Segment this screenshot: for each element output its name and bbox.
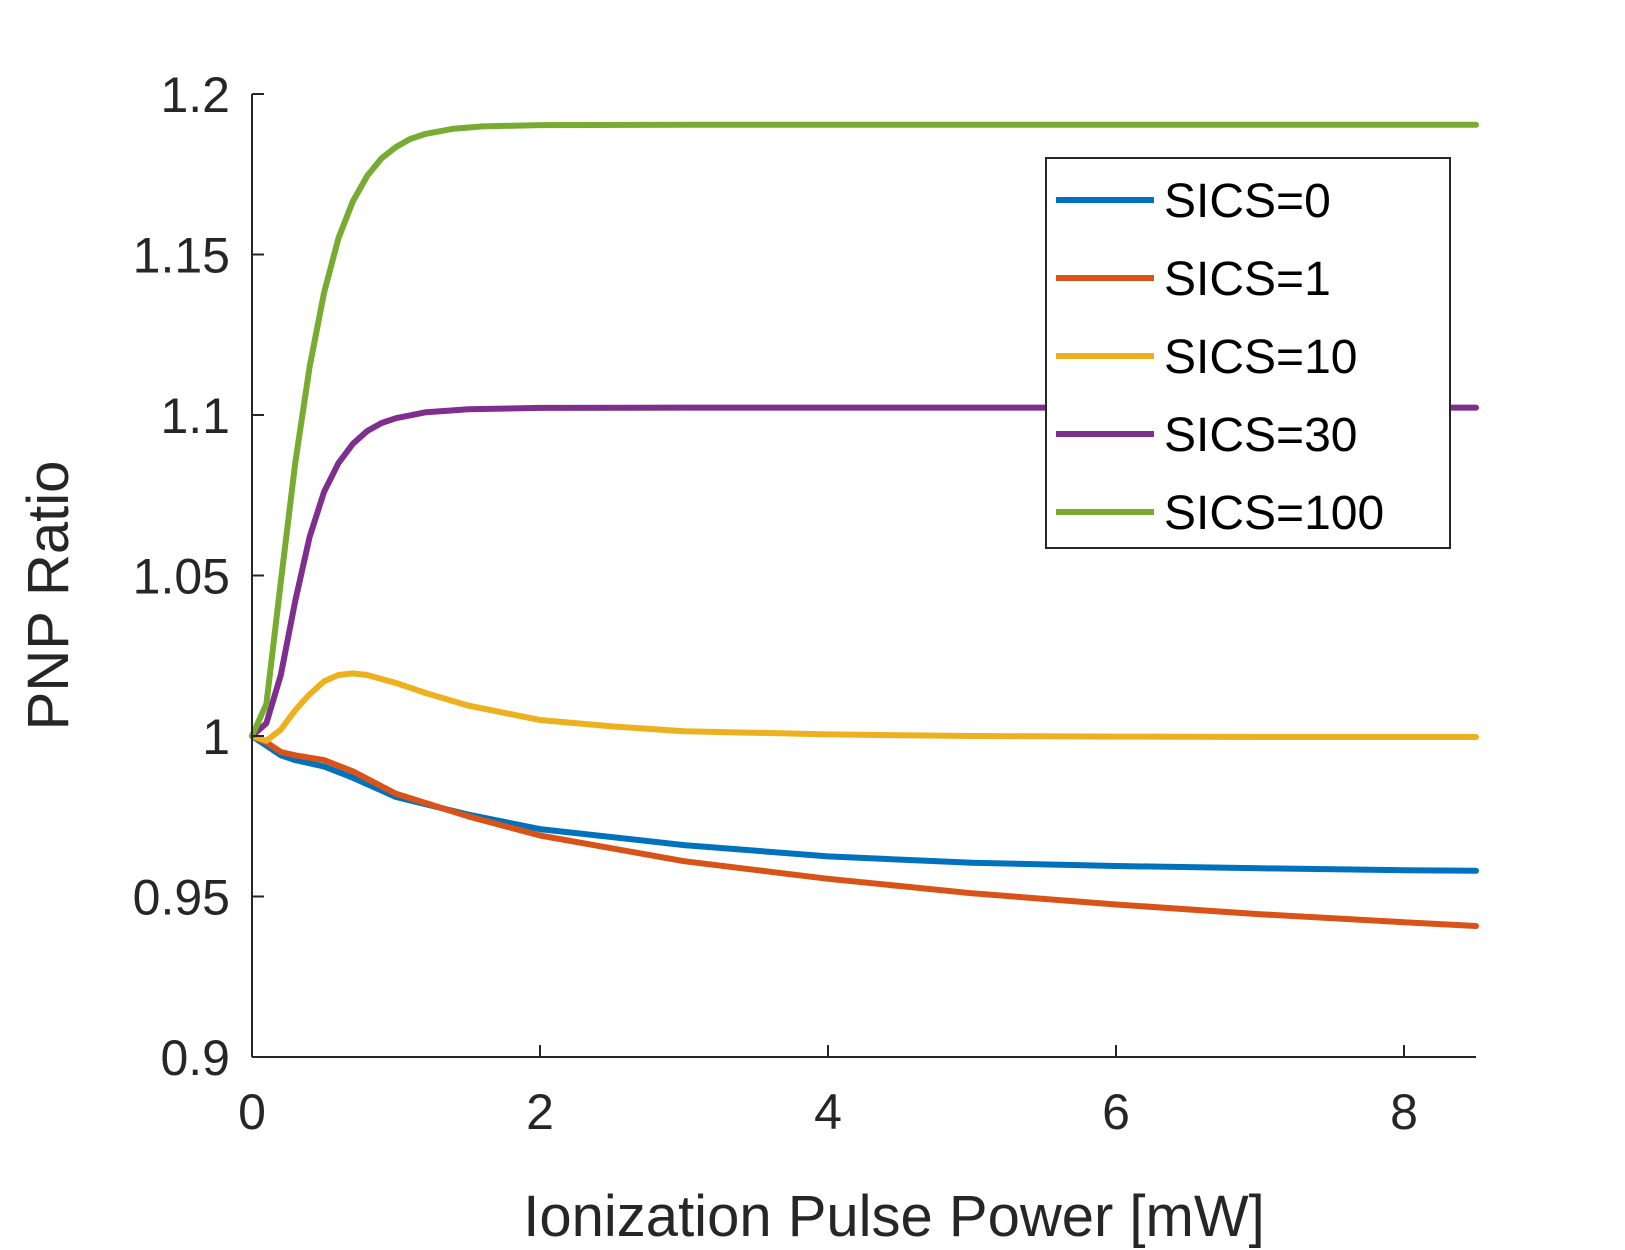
legend: SICS=0 SICS=1 SICS=10 SICS=30 SICS=100 [1045,157,1451,549]
y-axis-ticks: 0.9 0.95 1 1.05 1.1 1.15 1.2 [133,67,264,1086]
series-line-sics-100 [249,121,1479,739]
series-line-sics-10 [249,670,1479,744]
y-tick-label: 1 [202,709,230,765]
series-line-sics-1 [249,733,1479,929]
legend-label: SICS=100 [1164,487,1384,540]
x-tick-label: 0 [238,1084,266,1140]
x-tick-label: 4 [814,1084,842,1140]
legend-label: SICS=0 [1164,175,1331,228]
series-layer [249,121,1479,929]
y-tick-label: 1.1 [160,388,230,444]
y-axis-title: PNP Ratio [16,461,81,731]
x-tick-label: 6 [1102,1084,1130,1140]
legend-label: SICS=1 [1164,253,1331,306]
x-tick-label: 2 [526,1084,554,1140]
series-line-sics-0 [249,733,1479,874]
x-tick-label: 8 [1390,1084,1418,1140]
y-tick-label: 1.2 [160,67,230,123]
x-axis-ticks: 0 2 4 6 8 [238,1045,1418,1140]
y-tick-label: 0.95 [133,870,230,926]
y-tick-label: 0.9 [160,1030,230,1086]
legend-label: SICS=30 [1164,409,1357,462]
legend-label: SICS=10 [1164,331,1357,384]
y-tick-label: 1.05 [133,549,230,605]
y-tick-label: 1.15 [133,228,230,284]
x-axis-title: Ionization Pulse Power [mW] [523,1184,1264,1249]
